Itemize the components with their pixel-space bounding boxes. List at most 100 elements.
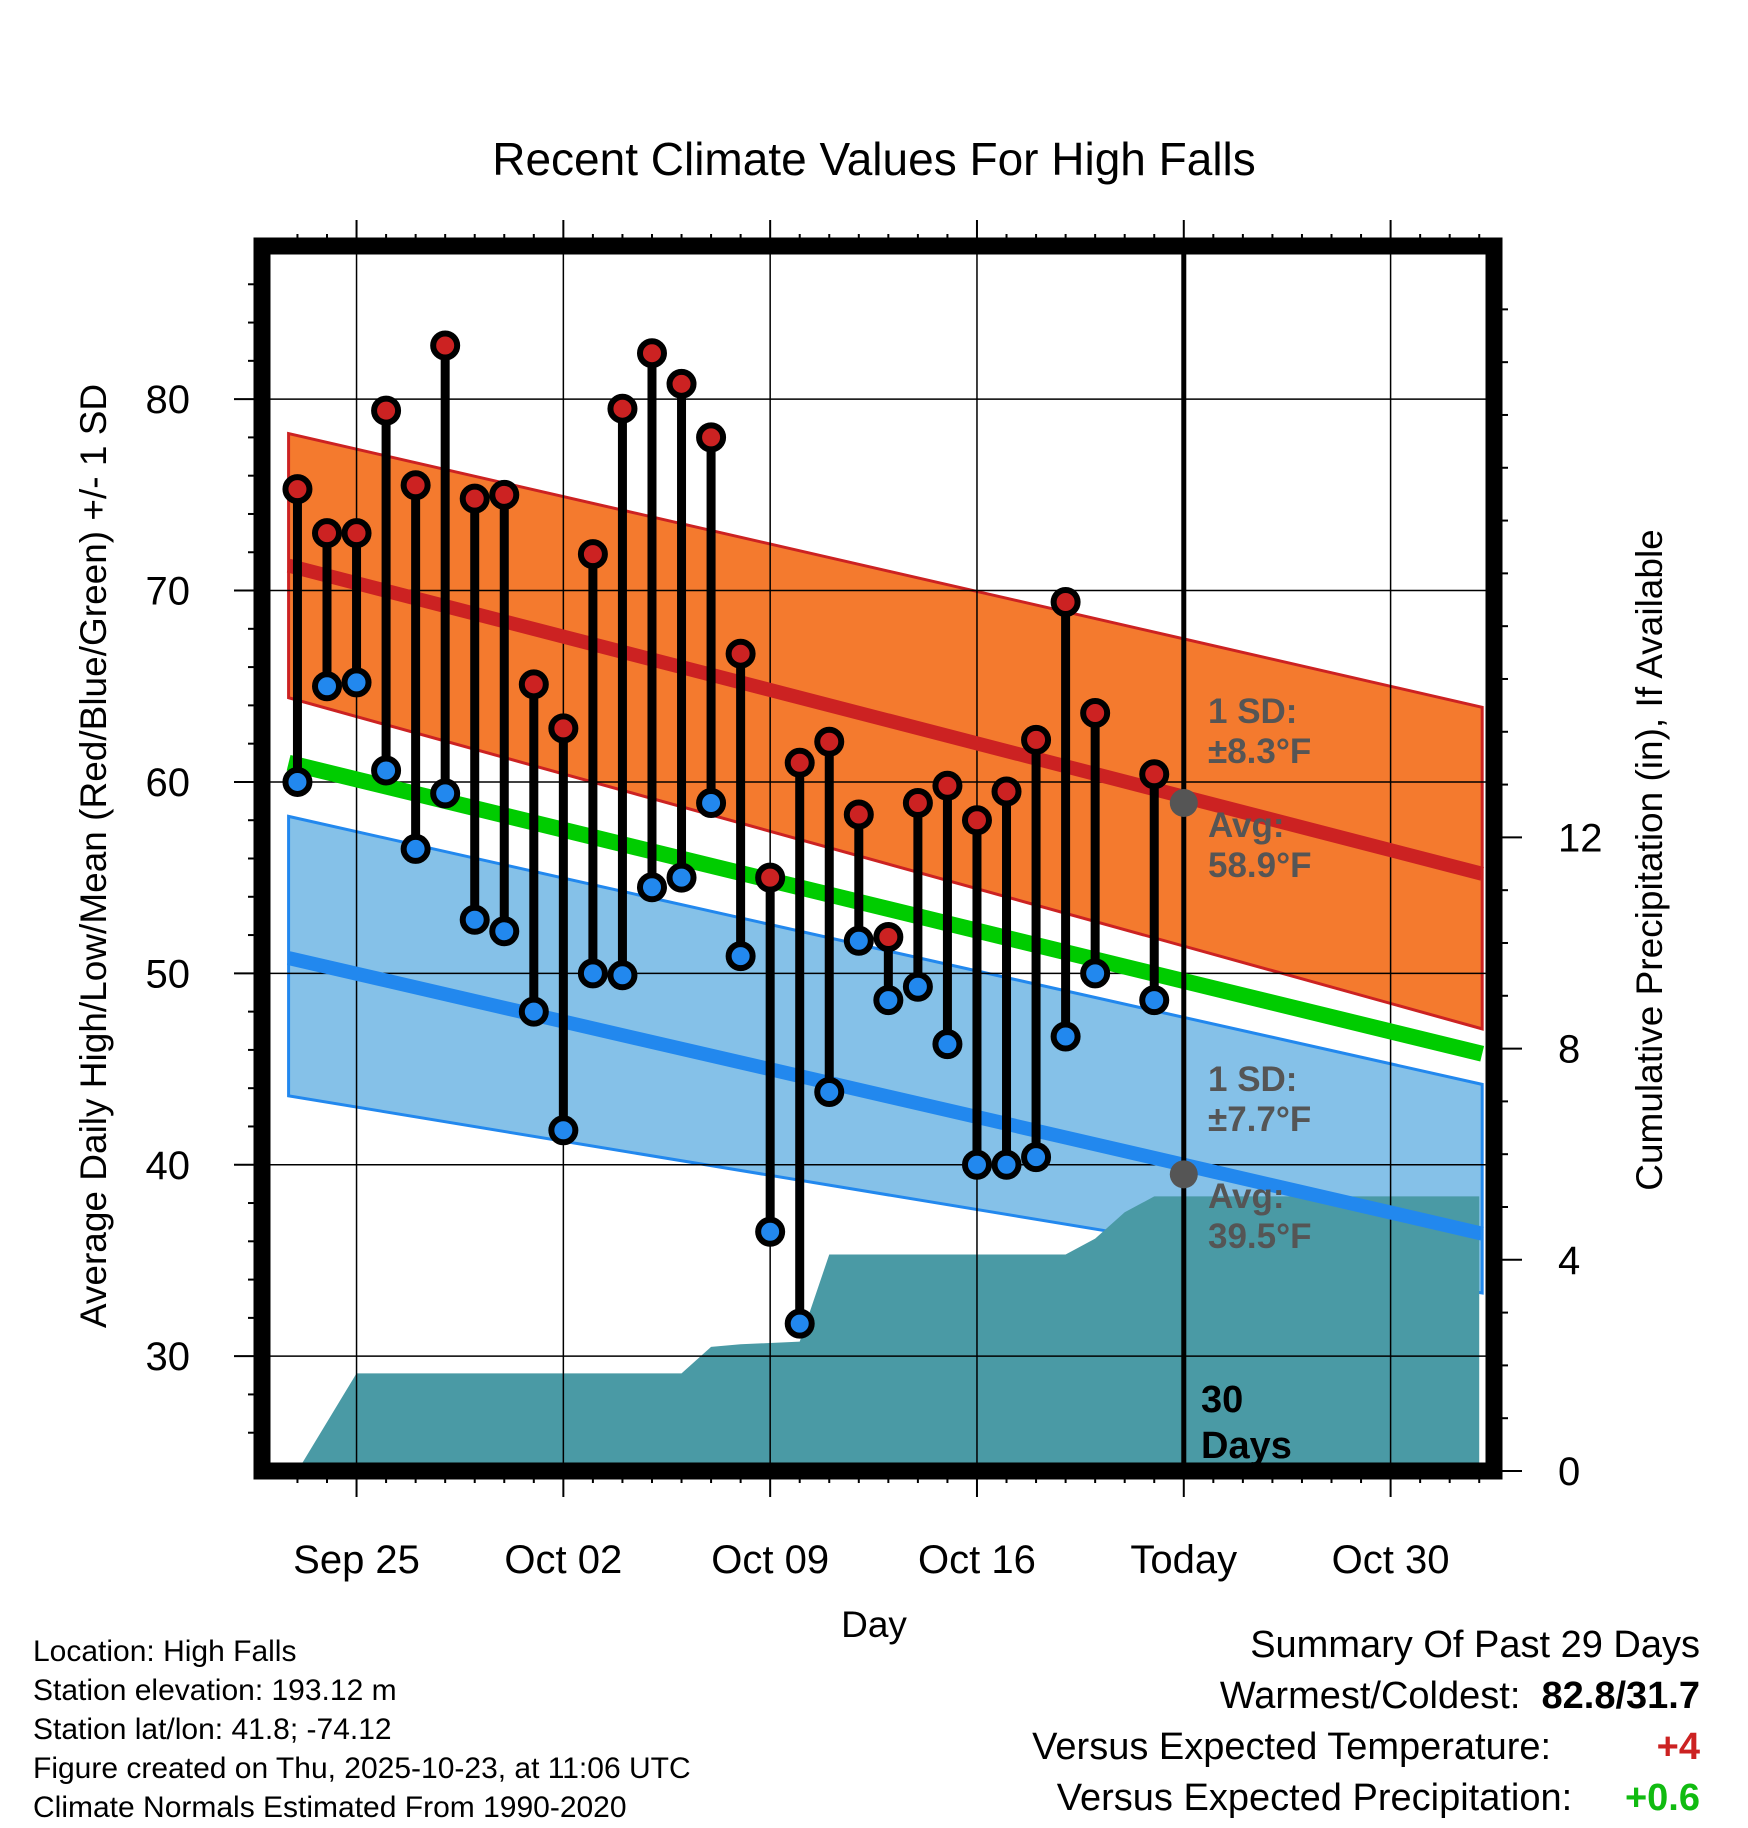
daily-high-point [400, 470, 431, 501]
y-tick-label: 80 [146, 378, 191, 422]
x-tick-labels: Sep 25 Oct 02 Oct 09 Oct 16 Today Oct 30 [293, 1538, 1449, 1582]
y-tick-label: 40 [146, 1144, 191, 1188]
y2-tick-label: 8 [1558, 1028, 1580, 1072]
normal-lines [286, 558, 1485, 1241]
y2-tick-label: 4 [1558, 1239, 1580, 1283]
x-axis-title: Day [841, 1604, 907, 1645]
precip-row: Versus Expected Precipitation: +0.6 [1032, 1773, 1700, 1824]
daily-high-point [1021, 724, 1052, 755]
daily-low-point [489, 916, 520, 947]
x-tick-label: Oct 16 [918, 1538, 1036, 1582]
daily-high-point [873, 921, 904, 952]
daily-low-point [518, 996, 549, 1027]
temp-anomaly: +4 [1656, 1726, 1700, 1768]
daily-high-point [518, 669, 549, 700]
daily-low-point [961, 1149, 992, 1180]
daily-low-point [341, 667, 372, 698]
daily-high-point [755, 862, 786, 893]
daily-low-point [696, 787, 727, 818]
y-tick-label: 70 [146, 570, 191, 614]
y-tick-label: 30 [146, 1335, 191, 1379]
normals-text: Climate Normals Estimated From 1990-2020 [33, 1791, 627, 1824]
days-label-word: Days [1201, 1425, 1292, 1467]
x-tick-label: Today [1130, 1538, 1237, 1582]
temp-label: Versus Expected Temperature: [1032, 1726, 1552, 1768]
daily-low-point [1021, 1142, 1052, 1173]
y2-axis-title: Cumulative Precipitation (in), If Availa… [1629, 529, 1670, 1191]
daily-high-point [1139, 759, 1170, 790]
daily-high-point [843, 799, 874, 830]
x-tick-label: Oct 09 [711, 1538, 829, 1582]
daily-low-point [725, 941, 756, 972]
today-high-avg-marker [1169, 788, 1198, 817]
normal-mean-line [286, 755, 1485, 1062]
daily-high-point [991, 776, 1022, 807]
station-info: Location: High Falls Station elevation: … [33, 1632, 691, 1827]
daily-low-point [607, 960, 638, 991]
daily-low-point [1080, 958, 1111, 989]
y-tick-labels: 30 40 50 60 70 80 [146, 378, 191, 1379]
daily-high-point [311, 518, 342, 549]
chart-title: Recent Climate Values For High Falls [492, 133, 1256, 185]
daily-low-point [400, 833, 431, 864]
today-low-avg-marker [1169, 1160, 1198, 1189]
daily-low-point [459, 904, 490, 935]
daily-high-point [1050, 587, 1081, 618]
daily-high-point [430, 330, 461, 361]
x-tick-label: Oct 30 [1332, 1538, 1450, 1582]
daily-low-point [1050, 1021, 1081, 1052]
daily-high-point [548, 713, 579, 744]
daily-low-point [991, 1149, 1022, 1180]
summary-title: Summary Of Past 29 Days [1250, 1624, 1700, 1666]
warm-cold-row: Warmest/Coldest: 82.8/31.7 [1032, 1671, 1700, 1722]
today-average-markers [1169, 788, 1198, 1189]
low-sd-label: 1 SD: [1208, 1060, 1297, 1099]
daily-low-point [430, 778, 461, 809]
y-tick-label: 50 [146, 952, 191, 996]
normal-low-line [287, 951, 1484, 1241]
daily-low-point [548, 1115, 579, 1146]
y-tick-label: 60 [146, 761, 191, 805]
precip-label: Versus Expected Precipitation: [1056, 1777, 1573, 1819]
daily-low-point [1139, 985, 1170, 1016]
daily-low-point [577, 958, 608, 989]
daily-low-point [932, 1029, 963, 1060]
daily-low-point [666, 862, 697, 893]
x-tick-label: Sep 25 [293, 1538, 420, 1582]
daily-low-point [282, 766, 313, 797]
daily-high-point [666, 368, 697, 399]
daily-high-point [459, 483, 490, 514]
daily-low-point [371, 755, 402, 786]
latlon-text: Station lat/lon: 41.8; -74.12 [33, 1713, 392, 1746]
y-axis-title: Average Daily High/Low/Mean (Red/Blue/Gr… [73, 384, 114, 1328]
daily-high-point [607, 393, 638, 424]
high-sd-label: 1 SD: [1208, 692, 1297, 731]
high-sd-value: ±8.3°F [1208, 732, 1311, 771]
daily-low-point [843, 925, 874, 956]
x-tick-label: Oct 02 [504, 1538, 622, 1582]
daily-high-point [1080, 698, 1111, 729]
daily-high-point [932, 770, 963, 801]
daily-low-point [636, 872, 667, 903]
daily-low-point [755, 1216, 786, 1247]
daily-high-point [961, 805, 992, 836]
low-avg-value: 39.5°F [1208, 1217, 1312, 1256]
daily-high-point [725, 638, 756, 669]
daily-low-point [814, 1077, 845, 1108]
daily-high-point [814, 726, 845, 757]
daily-high-point [282, 474, 313, 505]
summary-panel: Summary Of Past 29 Days Warmest/Coldest:… [1032, 1620, 1700, 1824]
warm-cold-label: Warmest/Coldest: [1219, 1675, 1521, 1717]
y2-tick-label: 0 [1558, 1450, 1580, 1494]
elevation-text: Station elevation: 193.12 m [33, 1674, 397, 1707]
daily-low-point [873, 985, 904, 1016]
precip-anomaly: +0.6 [1624, 1777, 1700, 1819]
low-sd-value: ±7.7°F [1208, 1100, 1311, 1139]
location-text: Location: High Falls [33, 1635, 297, 1668]
daily-points [282, 330, 1170, 1339]
daily-high-point [489, 479, 520, 510]
daily-high-point [371, 395, 402, 426]
warm-cold-value: 82.8/31.7 [1541, 1675, 1700, 1717]
plot-frame [253, 237, 1503, 1480]
y2-tick-label: 12 [1558, 816, 1603, 860]
